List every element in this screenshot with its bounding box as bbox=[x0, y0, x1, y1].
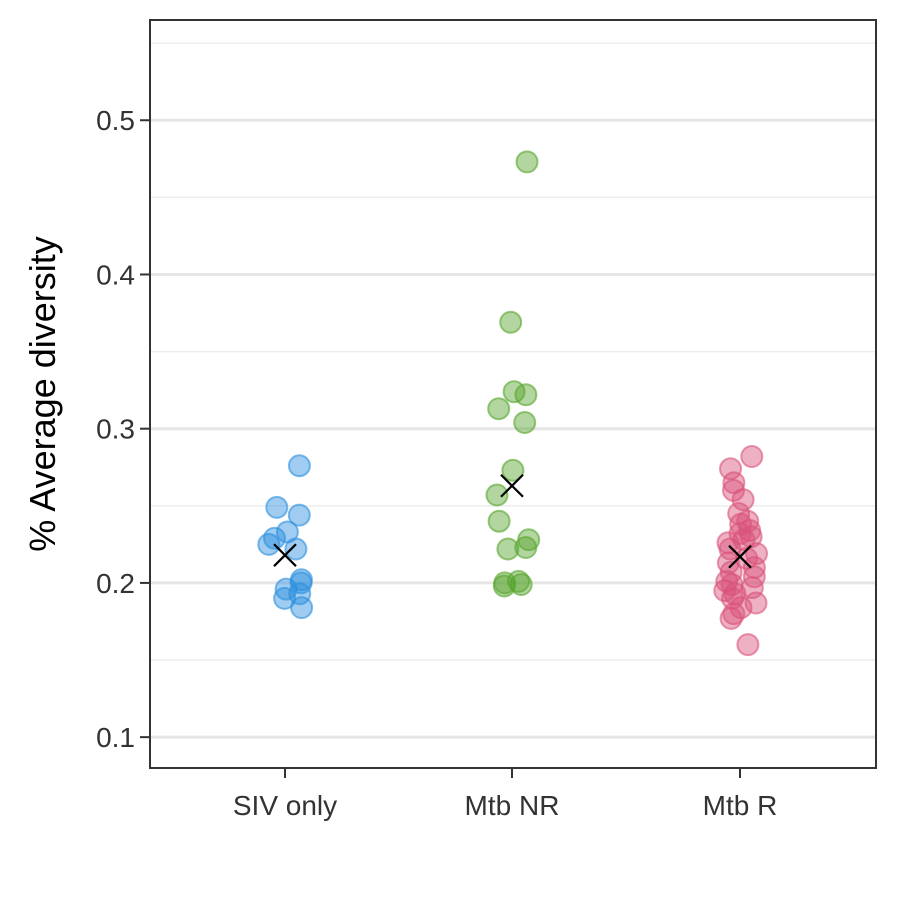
mean-markers bbox=[273, 473, 752, 569]
data-points bbox=[257, 150, 768, 657]
data-point bbox=[284, 537, 308, 561]
data-point bbox=[515, 150, 539, 174]
y-tick-label: 0.5 bbox=[96, 105, 135, 136]
mean-marker bbox=[728, 544, 752, 569]
data-point bbox=[740, 445, 764, 468]
data-point bbox=[496, 537, 520, 561]
data-point bbox=[501, 458, 525, 482]
data-point bbox=[287, 454, 311, 478]
data-point bbox=[487, 509, 511, 533]
data-point bbox=[514, 536, 538, 559]
data-point bbox=[731, 488, 755, 512]
data-point bbox=[499, 310, 523, 334]
grid-lines bbox=[150, 42, 876, 739]
mean-marker bbox=[500, 473, 524, 498]
x-tick-label: SIV only bbox=[233, 790, 337, 821]
y-axis-title: % Average diversity bbox=[22, 236, 63, 552]
data-point bbox=[274, 577, 298, 601]
data-point bbox=[487, 397, 511, 421]
data-point bbox=[719, 606, 743, 630]
x-tick-label: Mtb R bbox=[703, 790, 778, 821]
y-tick-label: 0.3 bbox=[96, 414, 135, 445]
data-point bbox=[257, 532, 281, 556]
data-point bbox=[287, 503, 311, 527]
x-tick-label: Mtb NR bbox=[465, 790, 560, 821]
y-tick-label: 0.1 bbox=[96, 722, 135, 753]
x-axis: SIV only Mtb NR Mtb R bbox=[233, 768, 777, 821]
data-point bbox=[290, 596, 314, 620]
mean-marker bbox=[273, 543, 297, 567]
y-axis: 0.1 0.2 0.3 0.4 0.5 bbox=[96, 105, 150, 753]
y-tick-label: 0.4 bbox=[96, 259, 135, 290]
data-point bbox=[509, 573, 533, 596]
data-point bbox=[492, 574, 516, 598]
data-point bbox=[513, 411, 537, 434]
y-tick-label: 0.2 bbox=[96, 568, 135, 599]
data-point bbox=[265, 495, 289, 519]
data-point bbox=[736, 633, 760, 657]
data-point bbox=[514, 383, 538, 407]
data-point bbox=[485, 483, 509, 507]
